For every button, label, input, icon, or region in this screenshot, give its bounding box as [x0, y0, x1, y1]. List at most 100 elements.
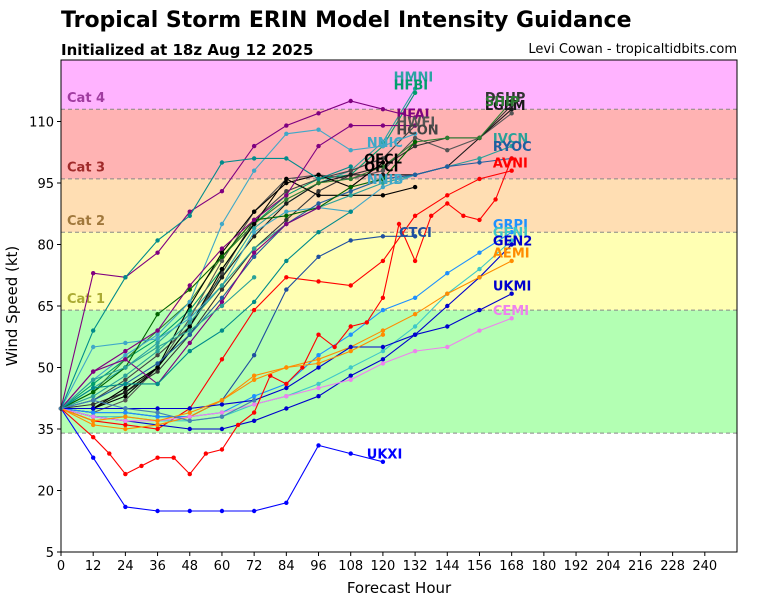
data-point-gfni — [509, 238, 514, 243]
x-tick-label: 60 — [214, 559, 231, 574]
data-point-hfai — [348, 98, 353, 104]
data-point-ukmi — [155, 406, 160, 411]
model-label-ryoc: RYOC — [493, 140, 532, 155]
init-time: Initialized at 18z Aug 12 2025 — [61, 41, 314, 59]
data-point-drk — [284, 213, 289, 218]
data-point-gfni — [412, 324, 418, 329]
data-point-purp3 — [123, 357, 128, 362]
data-point-ryoc — [445, 164, 450, 169]
data-point-cemi — [477, 328, 482, 333]
data-point-nnic — [187, 299, 192, 305]
x-tick-label: 96 — [310, 559, 327, 574]
data-point-ofcl — [123, 385, 128, 391]
data-point-gen2 — [445, 303, 450, 309]
data-point-teal2 — [219, 303, 225, 309]
data-point-grpi — [445, 271, 450, 276]
data-point-ukxi — [155, 508, 160, 514]
data-point-avni — [348, 283, 353, 288]
data-point-hfai — [219, 189, 225, 194]
data-point-teal3 — [123, 381, 128, 387]
data-point-avni — [251, 307, 257, 313]
data-point-ivcn — [155, 348, 160, 354]
model-label-ofci: OFCI — [364, 161, 398, 176]
data-point-drk — [380, 176, 386, 182]
y-tick-label: 65 — [37, 300, 54, 315]
data-point-purp2 — [348, 123, 353, 128]
data-point-gen2 — [380, 357, 386, 362]
data-point-aemi — [380, 328, 386, 333]
data-point-hmni — [380, 139, 386, 145]
data-point-ofcl — [219, 250, 225, 255]
data-point-org2 — [316, 361, 321, 366]
data-point-aemi — [509, 258, 514, 264]
data-point-hcon — [284, 189, 289, 194]
model-label-hmni: HMNI — [394, 70, 434, 85]
data-point-ukxi — [284, 500, 289, 505]
data-point-drk — [187, 287, 192, 292]
data-point-grpi — [477, 250, 482, 255]
x-tick-label: 108 — [338, 559, 363, 574]
data-point-teal2 — [187, 328, 192, 333]
category-label-cat-3: Cat 3 — [67, 161, 105, 176]
data-point-dshp — [412, 143, 418, 149]
data-point-teal3 — [155, 381, 160, 387]
data-point-nnic — [123, 353, 128, 358]
data-point-nnic — [412, 131, 418, 136]
data-point-ukmi — [445, 324, 450, 329]
x-tick-label: 192 — [564, 559, 589, 574]
x-tick-label: 216 — [628, 559, 653, 574]
data-point-ivcn — [348, 193, 353, 198]
data-point-lgem — [219, 275, 225, 280]
data-point-hfai — [412, 115, 418, 120]
data-point-ukxi — [348, 451, 353, 456]
data-point-hwrf-red — [90, 435, 96, 440]
data-point-drk — [90, 389, 96, 395]
data-point-org2 — [348, 348, 353, 354]
data-point-ofcl — [316, 172, 321, 177]
data-point-coti — [219, 160, 225, 165]
data-point-org2 — [123, 414, 128, 419]
category-labels: Cat 1 Cat 2 Cat 3 Cat 4 — [67, 91, 105, 307]
data-point-gen2 — [348, 373, 353, 378]
data-point-nnib — [251, 230, 257, 235]
data-point-ryoc — [187, 332, 192, 337]
category-label-cat-2: Cat 2 — [67, 214, 105, 229]
data-point-ryoc — [251, 254, 257, 259]
data-point-teal2 — [155, 344, 160, 350]
data-point-purp2 — [412, 123, 418, 128]
data-point-grpi — [509, 230, 514, 235]
data-point-blu2 — [219, 414, 225, 419]
data-point-hfbi — [412, 90, 418, 96]
data-point-hwrf-red — [477, 217, 482, 223]
data-point-avni — [284, 275, 289, 280]
data-point-teal3 — [348, 209, 353, 214]
data-point-ukxi — [187, 508, 192, 514]
data-point-dshp — [509, 102, 514, 108]
data-point-dshp — [155, 369, 160, 374]
data-point-ctci — [348, 238, 353, 243]
data-point-ivcn — [380, 180, 386, 186]
data-point-ctci — [251, 353, 257, 358]
data-point-ukxi — [380, 459, 386, 464]
data-point-gen2 — [284, 406, 289, 411]
data-point-hwrf-red — [107, 451, 112, 456]
data-point-gen2 — [251, 418, 257, 423]
data-point-blu2 — [123, 406, 128, 411]
data-point-teal3 — [284, 258, 289, 264]
model-label-grpi: GRPI — [493, 218, 528, 233]
data-point-hwrf-red — [445, 201, 450, 206]
data-point-hwrf-red — [203, 451, 209, 456]
data-point-ryoc — [316, 201, 321, 206]
category-label-cat-4: Cat 4 — [67, 91, 105, 106]
y-tick-label: 35 — [37, 423, 54, 438]
model-label-ofcl: OFCL — [364, 152, 402, 167]
data-point-cemi — [509, 316, 514, 321]
data-point-hwrf-red — [139, 463, 144, 469]
data-point-ivcn — [219, 283, 225, 288]
series-line-purp2 — [60, 125, 416, 409]
data-point-gfni — [316, 381, 321, 387]
data-point-teal3 — [187, 348, 192, 354]
data-point-hwrf-red — [332, 344, 337, 350]
model-label-nnic: NNIC — [367, 136, 403, 151]
series-line-nnic — [60, 129, 416, 409]
